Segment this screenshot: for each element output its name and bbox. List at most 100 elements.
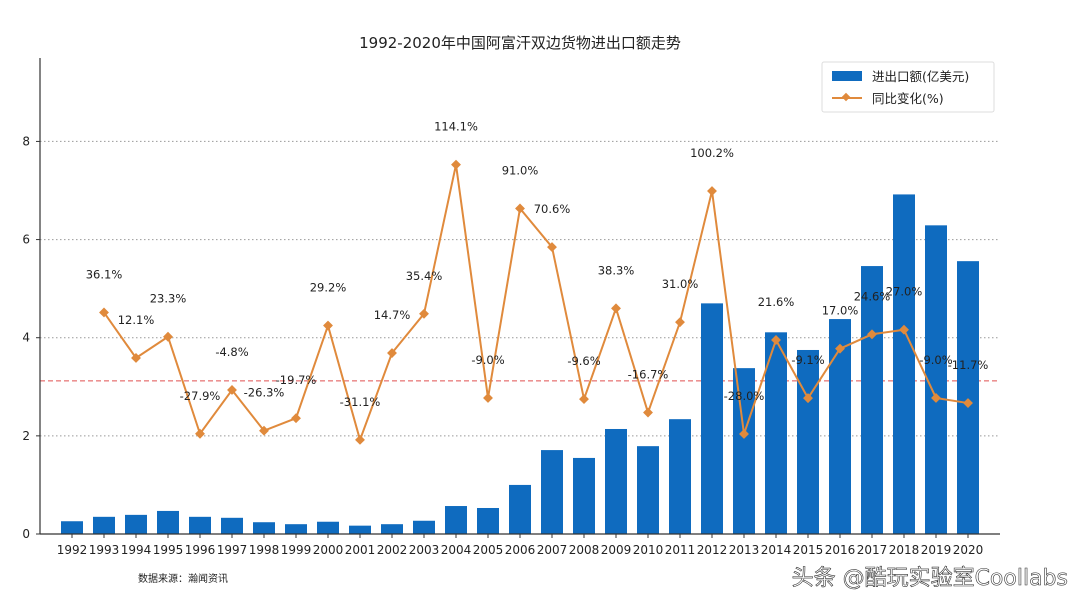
line-marker [483, 392, 493, 403]
data-label: 38.3% [598, 263, 635, 277]
x-tick-label: 2015 [793, 543, 824, 557]
bar [349, 525, 371, 534]
line-marker [131, 353, 141, 363]
data-label: -11.7% [948, 358, 989, 372]
data-label: 31.0% [662, 277, 699, 291]
line-marker [963, 398, 973, 409]
bar [477, 507, 499, 534]
y-tick-label: 4 [22, 331, 30, 345]
chart-title: 1992-2020年中国阿富汗双边货物进出口额走势 [359, 34, 681, 52]
bar [93, 516, 115, 534]
line-marker [323, 320, 333, 331]
data-label: -9.1% [791, 353, 824, 367]
x-tick-label: 2002 [377, 543, 408, 557]
x-tick-label: 1998 [249, 543, 280, 557]
bar [413, 520, 435, 534]
bar [573, 457, 595, 534]
x-tick-label: 2001 [345, 543, 376, 557]
x-tick-label: 1992 [57, 543, 88, 557]
x-tick-label: 2011 [665, 543, 696, 557]
x-tick-label: 2018 [889, 543, 920, 557]
bar [829, 319, 851, 534]
bar [605, 428, 627, 534]
x-tick-label: 2016 [825, 543, 856, 557]
data-label: 12.1% [118, 313, 155, 327]
data-label: 114.1% [434, 120, 478, 134]
line-marker [163, 331, 173, 342]
line-marker [707, 186, 717, 196]
data-label: 100.2% [690, 146, 734, 160]
x-tick-label: 2009 [601, 543, 632, 557]
bar [733, 368, 755, 534]
line-marker [259, 425, 269, 436]
bar [381, 524, 403, 534]
bar [669, 419, 691, 534]
bar [253, 522, 275, 534]
line-marker [611, 303, 621, 314]
source-note: 数据来源：瀚闻资讯 [138, 572, 228, 585]
line-marker [355, 434, 365, 445]
bar [765, 332, 787, 534]
y-tick-label: 6 [22, 233, 30, 247]
data-label: -9.6% [567, 354, 600, 368]
data-label: -19.7% [276, 373, 317, 387]
data-label: -26.3% [244, 386, 285, 400]
line-marker [931, 392, 941, 403]
x-tick-label: 2017 [857, 543, 888, 557]
line-marker [771, 335, 781, 345]
line-marker [515, 203, 525, 214]
y-tick-label: 2 [22, 429, 30, 443]
x-tick-label: 1995 [153, 543, 184, 557]
line-marker [643, 407, 653, 418]
data-label: 91.0% [502, 163, 539, 177]
bar [957, 261, 979, 534]
legend: 进出口额(亿美元) 同比变化(%) [821, 61, 995, 113]
line-marker [195, 428, 205, 439]
line-marker [579, 394, 589, 405]
data-label: -16.7% [628, 368, 669, 382]
data-label: 23.3% [150, 292, 187, 306]
line-marker [227, 385, 237, 395]
data-label: -9.0% [919, 353, 952, 367]
y-tick-label: 8 [22, 134, 30, 148]
line-marker [387, 348, 397, 358]
data-label: 21.6% [758, 295, 795, 309]
x-tick-label: 2005 [473, 543, 504, 557]
x-tick-label: 2007 [537, 543, 568, 557]
data-label: -31.1% [340, 395, 381, 409]
x-tick-label: 2003 [409, 543, 440, 557]
x-tick-label: 1999 [281, 543, 312, 557]
data-label: -9.0% [471, 353, 504, 367]
legend-bar-label: 进出口额(亿美元) [872, 69, 969, 84]
line-marker [419, 308, 429, 319]
x-tick-label: 1997 [217, 543, 248, 557]
data-label: -28.0% [724, 389, 765, 403]
bar [861, 266, 883, 534]
x-tick-label: 2014 [761, 543, 792, 557]
line-marker [291, 413, 301, 424]
line-marker [803, 393, 813, 404]
bar [221, 517, 243, 534]
x-tick-label: 2008 [569, 543, 600, 557]
x-tick-label: 1994 [121, 543, 152, 557]
x-tick-label: 1996 [185, 543, 216, 557]
watermark: 头条 @酷玩实验室Coollabs [792, 566, 1068, 591]
line-marker [547, 242, 557, 253]
bar [317, 521, 339, 534]
bar [189, 516, 211, 534]
x-tick-label: 2019 [921, 543, 952, 557]
bar [285, 524, 307, 534]
data-label: -4.8% [215, 345, 248, 359]
data-label: 24.6% [854, 289, 891, 303]
line-marker [867, 329, 877, 340]
x-tick-label: 2006 [505, 543, 536, 557]
bar [445, 506, 467, 534]
x-tick-label: 2000 [313, 543, 344, 557]
bar [157, 510, 179, 534]
data-label: 35.4% [406, 269, 443, 283]
bar [797, 349, 819, 534]
legend-bar-swatch [832, 71, 862, 81]
line-marker [899, 324, 909, 335]
bar [509, 484, 531, 534]
